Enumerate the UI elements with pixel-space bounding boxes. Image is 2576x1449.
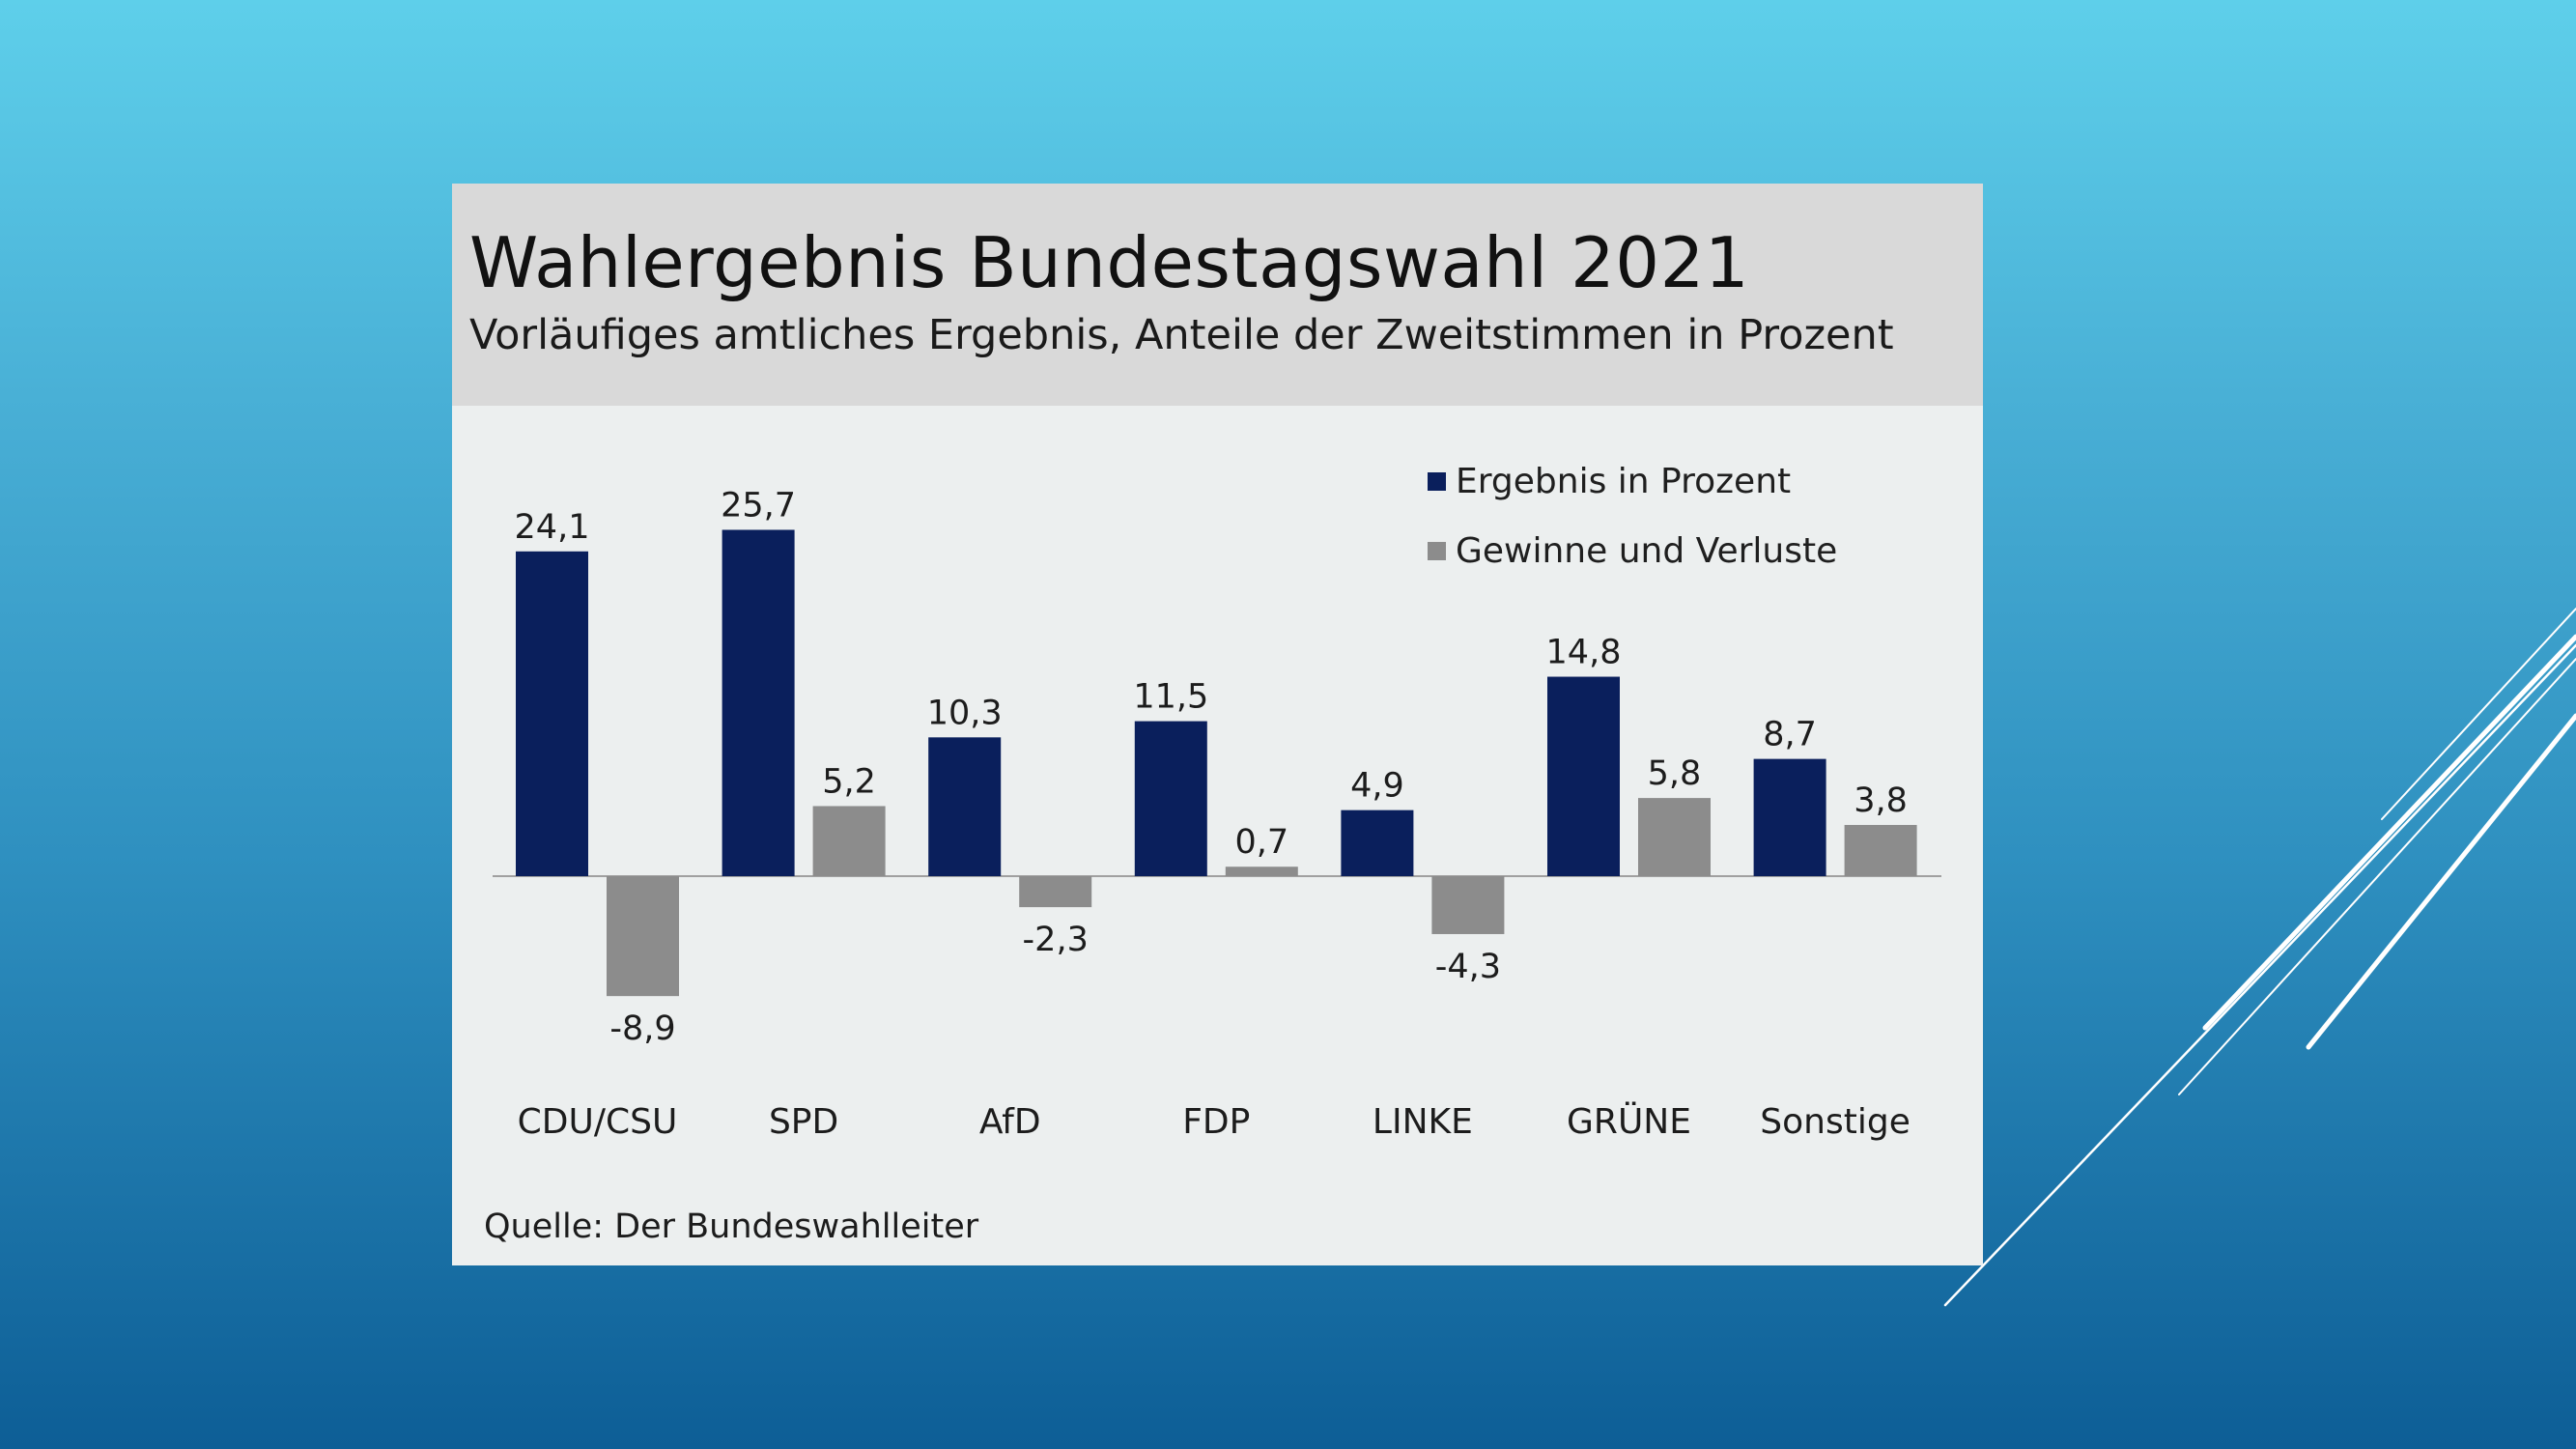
bar-result-fdp <box>1134 721 1207 876</box>
chart-subtitle: Vorläufiges amtliches Ergebnis, Anteile … <box>469 311 1894 359</box>
category-label: AfD <box>979 1102 1041 1142</box>
bar-change-cducsu <box>607 876 679 997</box>
legend-item-result: Ergebnis in Prozent <box>1428 462 1791 501</box>
legend-item-change: Gewinne und Verluste <box>1428 531 1837 571</box>
source-note: Quelle: Der Bundeswahlleiter <box>484 1208 979 1246</box>
bar-result-spd <box>722 529 795 876</box>
bar-change-grüne <box>1638 798 1711 876</box>
category-label: SPD <box>769 1102 838 1142</box>
data-label: -4,3 <box>1435 948 1501 986</box>
data-label: 24,1 <box>515 508 590 547</box>
data-label: -2,3 <box>1023 921 1089 959</box>
bar-result-afd <box>928 737 1002 876</box>
data-label: 4,9 <box>1350 767 1404 806</box>
legend-label-change: Gewinne und Verluste <box>1456 531 1838 571</box>
category-label: Sonstige <box>1760 1102 1911 1142</box>
bar-change-spd <box>812 806 886 876</box>
bar-change-fdp <box>1225 867 1298 876</box>
bar-result-grüne <box>1547 676 1620 876</box>
data-label: 25,7 <box>721 486 796 525</box>
bar-chart: 24,1 -8,9 CDU/CSU 25,7 5,2 SPD 10,3 -2,3 AfD 11,5… <box>493 486 1941 1142</box>
bar-change-afd <box>1019 876 1092 908</box>
data-label: 5,8 <box>1648 754 1702 793</box>
bar-result-linke <box>1341 810 1414 876</box>
category-label: GRÜNE <box>1567 1101 1691 1142</box>
data-label: 8,7 <box>1763 716 1817 754</box>
chart-header: Wahlergebnis Bundestagswahl 2021 Vorläuf… <box>452 184 1983 406</box>
data-label: 3,8 <box>1854 781 1908 820</box>
data-label: 5,2 <box>822 762 876 801</box>
bar-result-cducsu <box>516 551 588 876</box>
data-label: 14,8 <box>1546 634 1622 672</box>
bar-result-sonstige <box>1753 758 1826 876</box>
legend-swatch-change <box>1428 542 1446 560</box>
data-label: 0,7 <box>1234 823 1288 862</box>
category-label: FDP <box>1182 1102 1250 1142</box>
category-label: LINKE <box>1373 1102 1473 1142</box>
legend-label-result: Ergebnis in Prozent <box>1456 462 1792 501</box>
data-label: 11,5 <box>1133 678 1208 717</box>
bar-change-sonstige <box>1844 824 1917 876</box>
decorative-line <box>1943 643 2576 1307</box>
category-label: CDU/CSU <box>518 1102 678 1142</box>
chart-panel: Wahlergebnis Bundestagswahl 2021 Vorläuf… <box>452 184 1983 1265</box>
decorative-line <box>2381 608 2576 820</box>
data-label: -8,9 <box>609 1009 675 1048</box>
decorative-line <box>2202 634 2576 1031</box>
data-label: 10,3 <box>927 694 1003 732</box>
bar-change-linke <box>1431 876 1505 934</box>
chart-title: Wahlergebnis Bundestagswahl 2021 <box>469 222 1750 303</box>
legend-swatch-result <box>1428 472 1446 491</box>
decorative-line <box>2178 658 2576 1095</box>
decorative-line <box>2306 713 2576 1050</box>
